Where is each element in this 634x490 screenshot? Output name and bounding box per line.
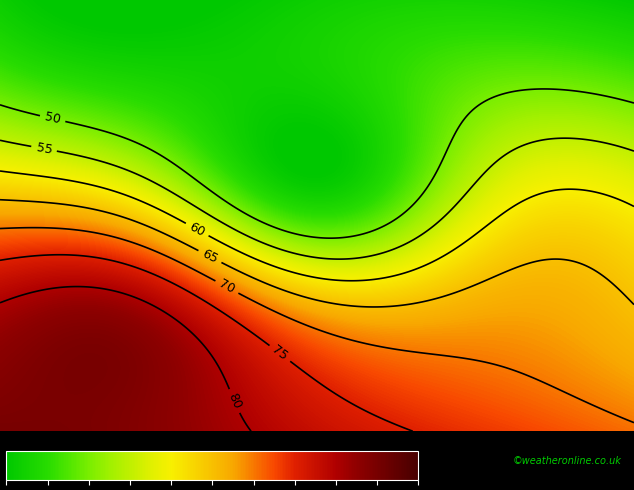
Text: 50: 50 [43, 111, 62, 127]
Text: 70: 70 [217, 277, 237, 296]
Text: 75: 75 [269, 343, 290, 364]
Text: 55: 55 [35, 141, 53, 157]
Text: 80: 80 [225, 391, 243, 411]
Text: 65: 65 [200, 247, 220, 266]
Text: 60: 60 [187, 220, 207, 239]
Text: ©weatheronline.co.uk: ©weatheronline.co.uk [512, 456, 621, 466]
